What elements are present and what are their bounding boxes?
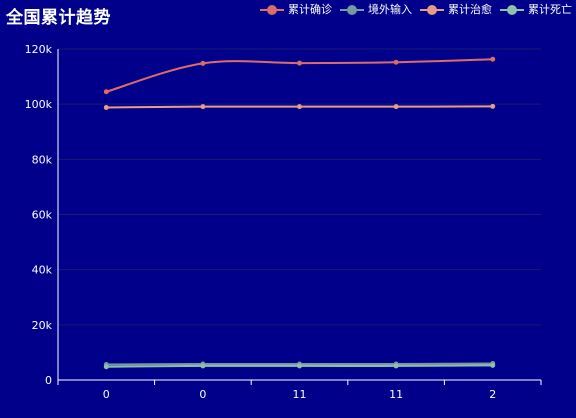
legend-item-recovered[interactable]: 累计治愈 <box>420 3 492 17</box>
series-3-point-1 <box>200 363 206 369</box>
chart-title: 全国累计趋势 <box>6 8 111 28</box>
series-3-point-0 <box>103 364 109 370</box>
x-tick-label-2: 11 <box>293 388 307 401</box>
series-3-point-4 <box>490 362 496 368</box>
legend-swatch-imported <box>340 3 364 17</box>
series-0-point-2 <box>297 60 302 66</box>
x-tick-label-4: 2 <box>489 388 496 401</box>
y-tick-label-2: 40k <box>32 264 53 277</box>
legend-item-confirmed[interactable]: 累计确诊 <box>260 3 332 17</box>
series-3-point-3 <box>393 363 399 369</box>
series-0-point-3 <box>393 59 399 65</box>
series-0-point-4 <box>490 56 496 62</box>
series-0-point-0 <box>103 89 109 95</box>
y-tick-label-6: 120k <box>25 43 53 56</box>
legend: 累计确诊 境外输入 累计治愈 累计死亡 <box>260 3 572 17</box>
x-tick-label-3: 11 <box>389 388 403 401</box>
legend-label-deaths: 累计死亡 <box>528 3 572 16</box>
legend-item-imported[interactable]: 境外输入 <box>340 3 412 17</box>
series-2-point-3 <box>393 104 399 110</box>
y-tick-label-0: 0 <box>45 374 52 387</box>
y-tick-label-3: 60k <box>32 209 53 222</box>
y-tick-label-1: 20k <box>32 319 53 332</box>
series-0-point-1 <box>200 60 206 66</box>
series-3-point-2 <box>297 363 302 369</box>
legend-swatch-confirmed <box>260 3 284 17</box>
series-2-point-2 <box>297 104 302 110</box>
series-2-point-1 <box>200 104 206 110</box>
legend-swatch-deaths <box>500 3 524 17</box>
x-tick-label-1: 0 <box>199 388 206 401</box>
legend-label-recovered: 累计治愈 <box>448 3 492 16</box>
y-tick-label-5: 100k <box>25 98 53 111</box>
legend-swatch-recovered <box>420 3 444 17</box>
legend-label-confirmed: 累计确诊 <box>288 3 332 16</box>
y-tick-label-4: 80k <box>32 153 53 166</box>
series-2-point-4 <box>490 103 496 109</box>
legend-item-deaths[interactable]: 累计死亡 <box>500 3 572 17</box>
series-2-point-0 <box>103 104 109 110</box>
legend-label-imported: 境外输入 <box>368 3 412 16</box>
x-tick-label-0: 0 <box>103 388 110 401</box>
